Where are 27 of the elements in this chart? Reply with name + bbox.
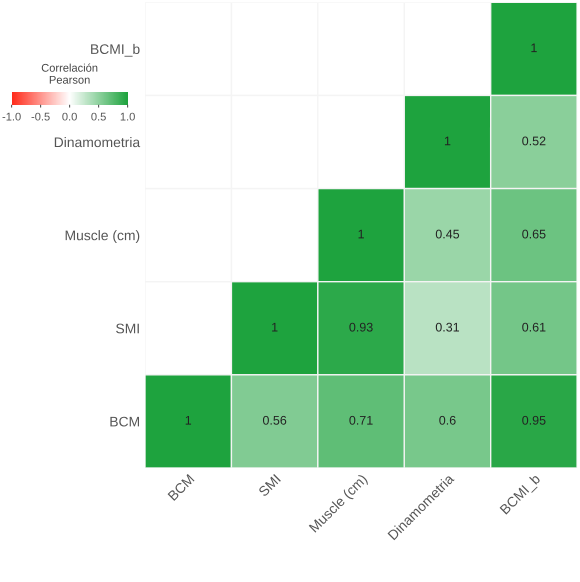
data-label: 0.31: [436, 322, 460, 332]
data-label: 0.61: [522, 322, 546, 332]
y-tick-label: BCMI_b: [91, 44, 140, 57]
data-label: 0.56: [262, 416, 286, 425]
data-label: 0.6: [439, 416, 456, 425]
y-tick-label: Dinamometria: [54, 136, 140, 148]
data-label: 0.65: [522, 230, 546, 238]
data-label: 1: [444, 136, 450, 146]
data-label: 0.71: [349, 416, 373, 425]
data-label: 0.52: [522, 136, 546, 146]
data-label: 1: [358, 230, 364, 238]
color-bar-label: 0.5: [91, 112, 106, 121]
data-label: 1: [531, 44, 537, 52]
data-label: 1: [186, 416, 192, 425]
data-label: 0.45: [436, 230, 460, 238]
color-bar-label: -0.5: [32, 112, 50, 121]
y-tick-label: Muscle (cm): [66, 230, 140, 244]
color-bar-label: 1.0: [120, 112, 135, 121]
color-bar-title: Correlación Pearson: [42, 63, 98, 84]
data-label: 0.95: [522, 416, 546, 425]
color-bar-label: 0.0: [62, 112, 77, 121]
data-label: 0.93: [349, 322, 373, 332]
y-tick-label: SMI: [116, 324, 139, 334]
data-label: 1: [272, 322, 278, 332]
x-tick-label: SMI: [258, 474, 281, 498]
color-bar-label: -1.0: [2, 112, 21, 121]
y-tick-label: BCM: [110, 416, 139, 427]
